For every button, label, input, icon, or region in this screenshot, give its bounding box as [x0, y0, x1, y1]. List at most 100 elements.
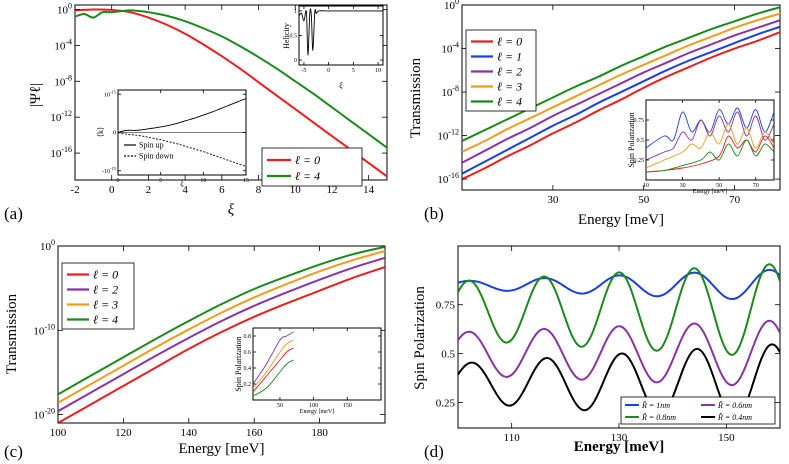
y-tick-label: 0.25	[436, 398, 456, 410]
y-tick-label: 10-8	[54, 73, 72, 88]
x-tick-label: 5	[352, 68, 355, 74]
plot-area	[299, 8, 383, 56]
inset-line	[646, 135, 774, 173]
x-tick-label: 180	[311, 427, 328, 439]
y-tick-label: 10-15	[104, 89, 117, 98]
y-tick-label: 100	[444, 0, 459, 12]
x-tick-label: 10	[200, 178, 206, 184]
plot-area	[253, 331, 294, 397]
x-tick-label: 10	[643, 183, 649, 189]
legend-entry: ℓ = 2	[93, 283, 118, 297]
y-tick-label: 10-4	[54, 37, 72, 52]
x-tick-label: 8	[256, 184, 262, 196]
x-tick-label: 140	[181, 427, 198, 439]
y-tick-label: 10-16	[437, 171, 459, 186]
y-tick-label: 1	[294, 9, 297, 15]
series-line	[462, 6, 780, 142]
legend	[261, 147, 363, 187]
inset-line	[299, 8, 383, 56]
series-line	[458, 268, 780, 301]
y-tick-label: 10-10	[33, 322, 55, 337]
x-tick-label: 110	[504, 432, 521, 444]
series-line	[458, 263, 780, 356]
plot-area	[58, 246, 385, 423]
panel-label: (c)	[4, 442, 23, 461]
x-tick-label: 160	[246, 427, 263, 439]
inset-x-label: Energy [meV]	[693, 189, 727, 195]
x-tick-label: 0	[327, 68, 330, 74]
legend-entry: R̃ = 1nm	[641, 401, 670, 410]
y-tick-label: 0.6	[244, 350, 252, 356]
legend-entry: ℓ = 4	[295, 169, 320, 183]
x-axis-label: ξ	[228, 202, 235, 218]
x-tick-label: 6	[219, 184, 225, 196]
legend-entry: R̃ = 0.6nm	[717, 401, 752, 410]
legend-entry: ℓ = 2	[497, 65, 522, 79]
y-tick-label: 0.2	[244, 382, 252, 388]
y-tick-label: 0	[113, 131, 116, 137]
x-tick-label: 0	[109, 184, 115, 196]
x-tick-label: -5	[301, 68, 306, 74]
inset-helicity: -5 0 5 10 0 0.5 1 Helicity ξ	[282, 5, 384, 90]
plot-area	[75, 8, 387, 178]
inset-y-label: Spin Polarization	[627, 112, 636, 167]
x-tick-label: 5	[159, 178, 162, 184]
series-line	[58, 250, 385, 404]
y-tick-label: 10-12	[50, 109, 72, 124]
series-line	[462, 12, 780, 153]
y-tick-label: 10-8	[441, 84, 459, 99]
x-tick-label: 30	[547, 194, 559, 206]
x-tick-label: 10	[290, 184, 302, 196]
plot-area	[118, 98, 246, 167]
inset-helicity-frame	[298, 5, 384, 66]
legend-entry: R̃ = 0.4nm	[717, 413, 752, 422]
inset-y-label: ⟨k⟩	[96, 127, 105, 137]
legend-entry: R̃ = 0.8nm	[641, 413, 676, 422]
x-tick-label: 15	[243, 178, 249, 184]
x-tick-label: 14	[363, 184, 375, 196]
x-axis-label: Energy [meV]	[578, 212, 664, 228]
x-tick-label: 150	[343, 403, 352, 409]
inset-line	[253, 339, 294, 389]
y-tick-label: 0.75	[436, 300, 456, 312]
series-line	[458, 319, 780, 387]
legend-entry: Spin down	[139, 152, 173, 161]
x-tick-label: 4	[182, 184, 188, 196]
inset-x-label: Energy [meV]	[300, 409, 334, 415]
x-tick-label: 70	[753, 183, 759, 189]
series-line	[462, 25, 780, 175]
legend-entry: ℓ = 1	[497, 50, 522, 64]
legend-entry: ℓ = 0	[497, 35, 522, 49]
panel-label: (a)	[4, 204, 23, 223]
legend	[465, 29, 537, 112]
panel-label: (d)	[424, 442, 444, 461]
x-tick-label: 50	[277, 403, 283, 409]
series-line	[462, 31, 780, 181]
inset-x-label: ξ	[180, 179, 184, 188]
series-line	[75, 9, 387, 149]
inset-spin-polarization-frame	[645, 99, 775, 181]
inset-y-label: Spin Polarization	[234, 336, 243, 391]
x-tick-label: 2	[146, 184, 152, 196]
x-axis-label: Energy [meV]	[179, 441, 265, 457]
x-tick-label: 0	[117, 178, 120, 184]
y-tick-label: 10-4	[441, 41, 459, 56]
inset-x-label: ξ	[339, 81, 343, 90]
inset-line	[253, 347, 294, 393]
x-tick-label: 150	[718, 432, 735, 444]
inset-line	[646, 111, 774, 161]
x-tick-label: 10	[375, 68, 381, 74]
y-axis-label: Spin Polarization	[412, 286, 428, 390]
y-tick-label: 0.5	[290, 34, 298, 40]
inset-line	[253, 359, 294, 397]
y-axis-label: |Ψℓ|	[28, 83, 44, 107]
y-tick-label: 10-20	[33, 407, 55, 422]
legend-entry: ℓ = 4	[93, 313, 118, 327]
x-tick-label: 100	[50, 427, 67, 439]
plot-area	[462, 6, 780, 181]
inset-spin-polarization-frame	[252, 327, 382, 401]
inset-legend: Spin up Spin down	[124, 141, 173, 161]
